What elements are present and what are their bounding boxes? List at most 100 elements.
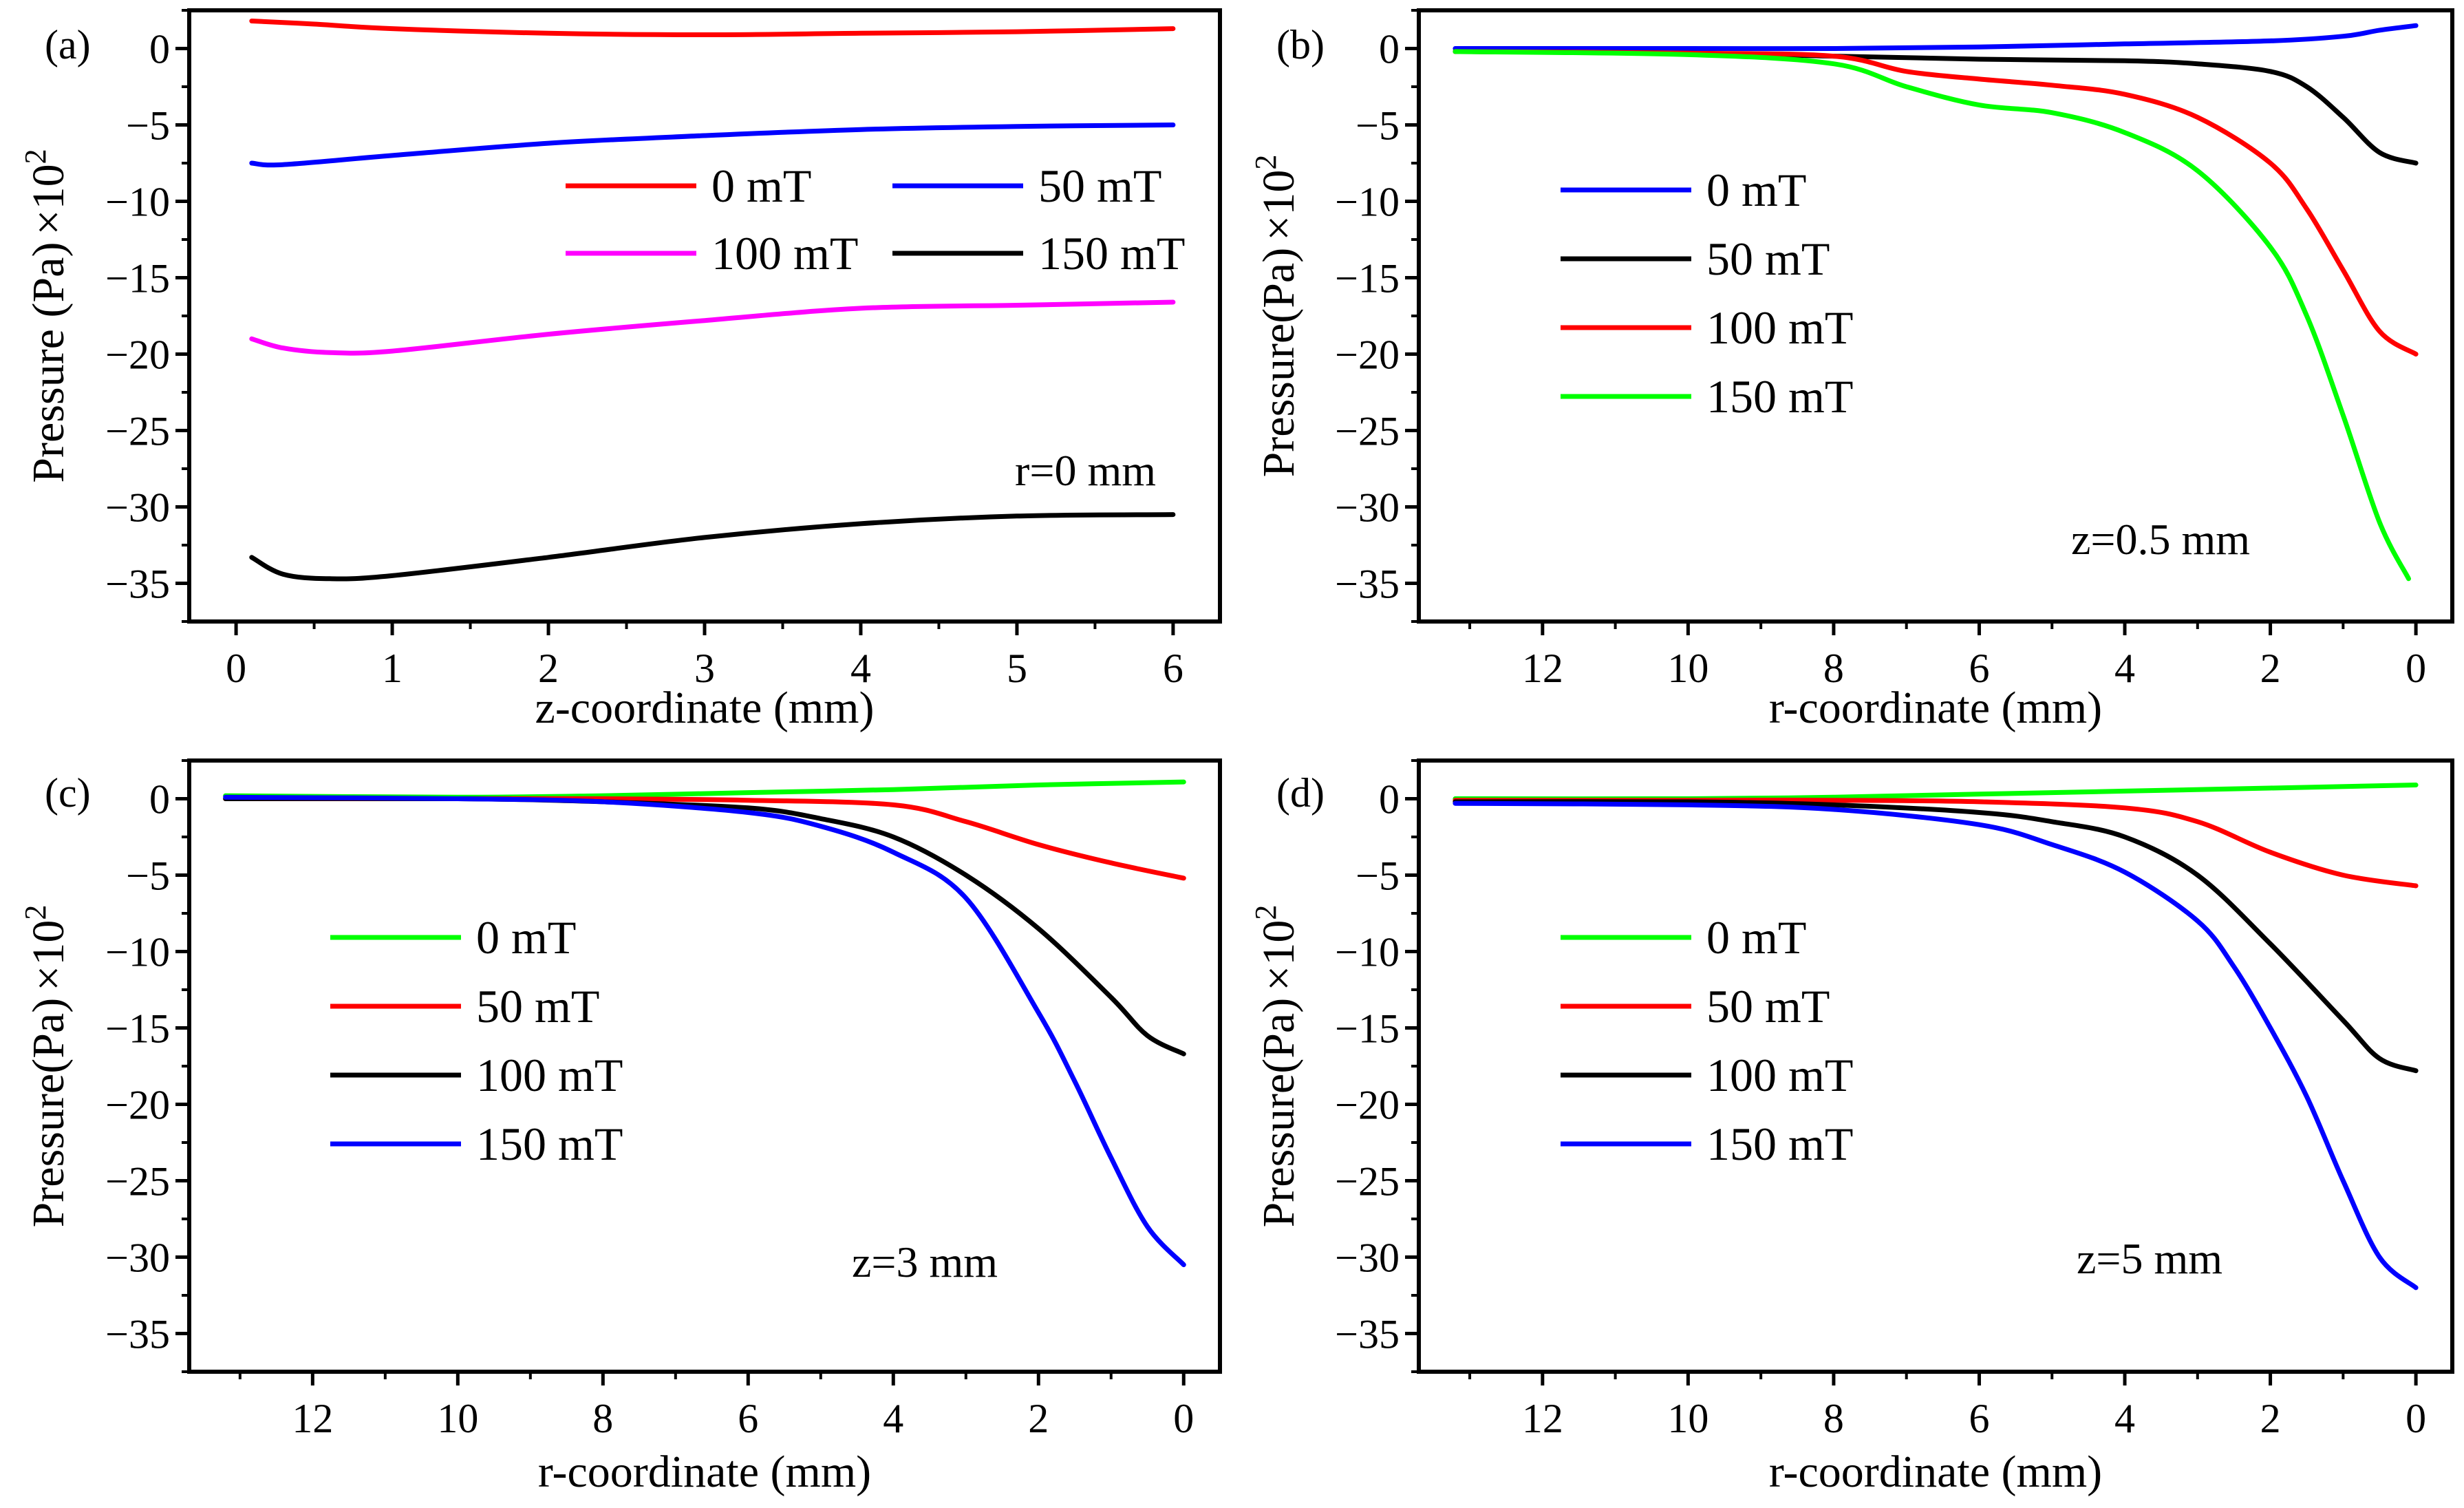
y-tick-label: −25 xyxy=(105,1159,170,1204)
x-tick-label: 12 xyxy=(1522,1396,1563,1441)
plot-frame xyxy=(1417,758,2454,1374)
x-tick-label: 6 xyxy=(1969,646,1989,691)
x-tick-label: 10 xyxy=(1667,646,1708,691)
x-axis-title: r-coordinate (mm) xyxy=(1769,1447,2102,1497)
legend-label: 50 mT xyxy=(1038,160,1161,212)
legend-label: 100 mT xyxy=(711,227,858,279)
x-tick-label: 8 xyxy=(592,1396,613,1441)
y-tick-label: 0 xyxy=(1379,27,1400,72)
x-axis-title: z-coordinate (mm) xyxy=(535,683,875,733)
series-line-100-mt xyxy=(1453,49,2419,357)
x-tick-label: 6 xyxy=(1163,646,1183,691)
y-tick-label: −35 xyxy=(105,562,170,607)
legend-label: 50 mT xyxy=(1706,980,1830,1032)
legend-label: 50 mT xyxy=(1706,233,1830,285)
legend-label: 150 mT xyxy=(476,1118,623,1170)
y-tick-label: −5 xyxy=(126,103,170,149)
series-line-50-mt xyxy=(1453,49,2419,166)
panel-a: 0 1 2 3 4 5 6 0 −5 −10 −15 −20 −25 −30 −35 z-coordinate… xyxy=(19,8,1222,733)
y-tick-label: −10 xyxy=(105,930,170,975)
series-line-150-mt xyxy=(223,794,1186,1268)
y-axis-exponent: 2 xyxy=(1249,905,1283,920)
y-axis-exponent: 2 xyxy=(19,149,52,164)
y-tick-label: −20 xyxy=(1335,1083,1400,1128)
x-tick-label: 4 xyxy=(883,1396,903,1441)
y-tick-label: −35 xyxy=(105,1312,170,1357)
y-tick-label: −5 xyxy=(126,853,170,899)
y-tick-label: −30 xyxy=(1335,1235,1400,1281)
y-tick-label: −25 xyxy=(1335,1159,1400,1204)
series-line-0-mt xyxy=(1453,23,2419,52)
y-axis-multiplier: ×10 xyxy=(1254,170,1304,241)
series-line-50-mt xyxy=(1453,798,2419,889)
x-tick-label: 12 xyxy=(292,1396,333,1441)
x-tick-label: 0 xyxy=(1173,1396,1194,1441)
x-tick-label: 2 xyxy=(2260,646,2281,691)
x-tick-label: 8 xyxy=(1823,646,1844,691)
panel-label: (b) xyxy=(1276,22,1325,67)
x-tick-label: 4 xyxy=(2114,1396,2135,1441)
y-tick-label: −25 xyxy=(105,409,170,454)
x-axis-title: r-coordinate (mm) xyxy=(538,1447,871,1497)
x-tick-label: 8 xyxy=(1823,1396,1844,1441)
x-axis-title: r-coordinate (mm) xyxy=(1769,683,2102,733)
series-line-150-mt xyxy=(1453,800,2419,1291)
y-tick-label: 0 xyxy=(1379,777,1400,822)
y-axis-title: Pressure(Pa) ×102 xyxy=(1249,155,1304,478)
legend-label: 100 mT xyxy=(1706,1049,1853,1101)
x-tick-label: 10 xyxy=(1667,1396,1708,1441)
x-tick-label: 0 xyxy=(2406,1396,2426,1441)
panel-c: 12 10 8 6 4 2 0 0 −5 −10 −15 −20 −25 −30 −35 r-coordina… xyxy=(19,758,1222,1497)
panel-label: (a) xyxy=(45,22,91,67)
x-tick-label: 4 xyxy=(2114,646,2135,691)
legend-label: 0 mT xyxy=(711,160,811,212)
series-line-0-mt xyxy=(1453,783,2419,802)
y-tick-label: −30 xyxy=(105,485,170,531)
x-tick-label: 5 xyxy=(1007,646,1027,691)
y-tick-label: −25 xyxy=(1335,409,1400,454)
legend: 0 mT 50 mT 100 mT 150 mT xyxy=(566,160,1185,279)
y-axis-title: Pressure(Pa) ×102 xyxy=(1249,905,1304,1228)
y-axis-title-text: Pressure(Pa) xyxy=(1254,998,1304,1228)
plot-frame xyxy=(1417,8,2454,624)
plot-frame xyxy=(187,8,1222,624)
y-tick-label: −30 xyxy=(105,1235,170,1281)
legend-label: 150 mT xyxy=(1038,227,1185,279)
y-axis-multiplier: ×10 xyxy=(23,164,74,235)
legend-label: 50 mT xyxy=(476,980,599,1032)
x-tick-label: 0 xyxy=(226,646,246,691)
legend-label: 150 mT xyxy=(1706,1118,1853,1170)
panel-label: (c) xyxy=(45,770,91,816)
x-tick-label: 4 xyxy=(850,646,871,691)
panel-annotation: z=0.5 mm xyxy=(2071,515,2250,564)
series-line-150-mt xyxy=(1453,49,2411,582)
y-axis-title-text: Pressure (Pa) xyxy=(23,242,74,483)
y-tick-label: −30 xyxy=(1335,485,1400,531)
x-tick-label: 6 xyxy=(738,1396,758,1441)
panel-d: 12 10 8 6 4 2 0 0 −5 −10 −15 −20 −25 −30 −35 r-coordina… xyxy=(1249,758,2454,1497)
y-tick-label: −15 xyxy=(1335,1006,1400,1052)
y-tick-label: 0 xyxy=(149,777,170,822)
series-line-150-mt xyxy=(249,512,1176,582)
x-tick-label: 2 xyxy=(538,646,559,691)
series-line-0-mt xyxy=(249,19,1176,37)
series-line-100-mt xyxy=(249,299,1176,356)
series-line-100-mt xyxy=(1453,799,2419,1074)
y-tick-label: −10 xyxy=(1335,930,1400,975)
y-axis-exponent: 2 xyxy=(19,905,52,920)
y-tick-label: −20 xyxy=(105,332,170,378)
y-tick-label: 0 xyxy=(149,27,170,72)
y-tick-label: −10 xyxy=(1335,180,1400,225)
y-tick-label: −15 xyxy=(105,256,170,301)
y-axis-multiplier: ×10 xyxy=(1254,920,1304,991)
legend-label: 0 mT xyxy=(476,911,576,964)
x-tick-label: 3 xyxy=(694,646,715,691)
x-tick-label: 10 xyxy=(437,1396,478,1441)
panel-b: 12 10 8 6 4 2 0 0 −5 −10 −15 −20 −25 −30 −35 r-coordina… xyxy=(1249,8,2454,733)
legend-label: 0 mT xyxy=(1706,164,1806,216)
y-axis-title: Pressure(Pa) ×102 xyxy=(19,905,74,1228)
y-tick-label: −10 xyxy=(105,180,170,225)
y-axis-title-text: Pressure(Pa) xyxy=(23,998,74,1228)
x-tick-label: 6 xyxy=(1969,1396,1989,1441)
